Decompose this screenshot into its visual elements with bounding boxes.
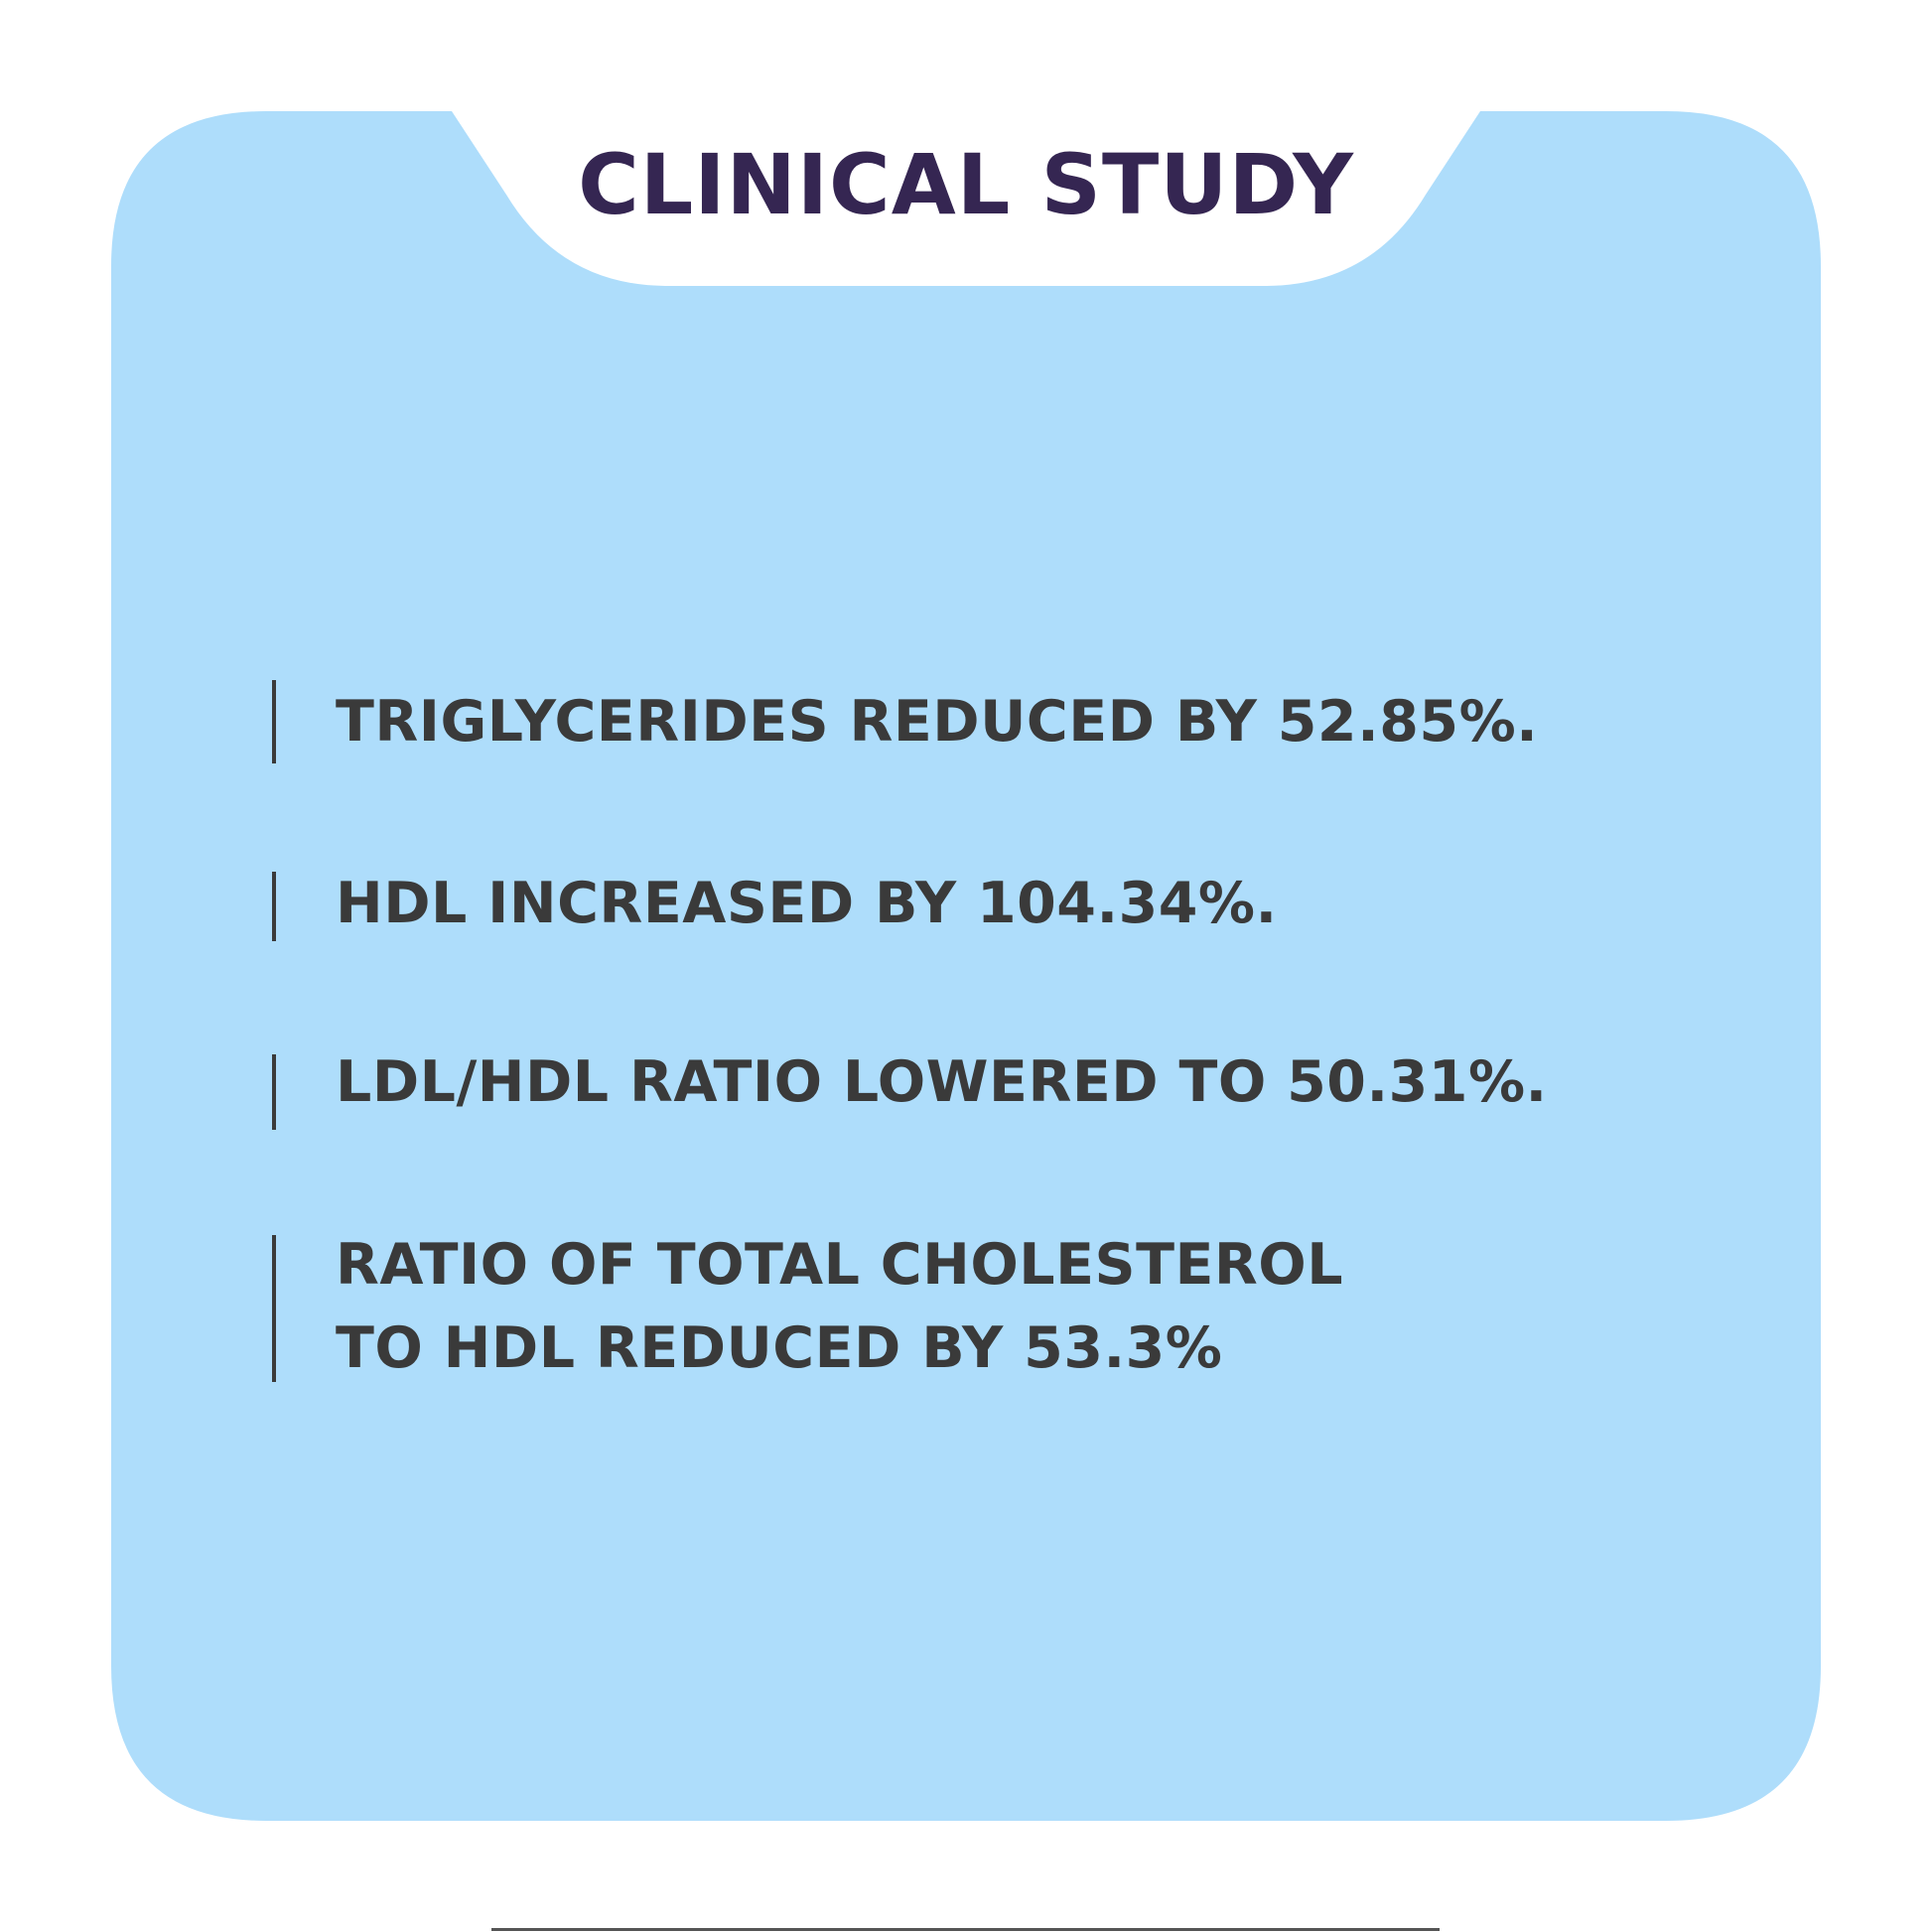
stat-divider (272, 872, 276, 941)
stat-text: LDL/HDL RATIO LOWERED TO 50.31%. (336, 1049, 1548, 1115)
stat-text: TRIGLYCERIDES REDUCED BY 52.85%. (336, 689, 1539, 755)
stat-divider (272, 1054, 276, 1130)
stat-text: HDL INCREASED BY 104.34%. (336, 871, 1278, 936)
stat-divider (272, 680, 276, 763)
card-shape (111, 111, 1821, 1821)
page-title: CLINICAL STUDY (578, 136, 1354, 233)
stat-divider (272, 1235, 276, 1382)
stat-text: RATIO OF TOTAL CHOLESTEROL TO HDL REDUCE… (336, 1232, 1344, 1381)
stats-list: TRIGLYCERIDES REDUCED BY 52.85%. HDL INC… (268, 0, 1757, 1932)
bottom-divider (491, 1928, 1440, 1931)
